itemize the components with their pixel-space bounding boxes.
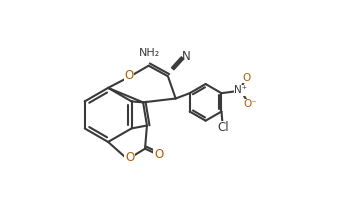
Text: O: O <box>154 148 163 161</box>
Text: N⁺: N⁺ <box>234 85 247 95</box>
Text: N: N <box>182 49 191 62</box>
Text: O: O <box>243 73 251 83</box>
Text: Cl: Cl <box>218 121 229 134</box>
Text: NH₂: NH₂ <box>139 48 160 58</box>
Text: O: O <box>124 69 133 82</box>
Text: O: O <box>125 151 134 164</box>
Text: O⁻: O⁻ <box>244 99 257 109</box>
